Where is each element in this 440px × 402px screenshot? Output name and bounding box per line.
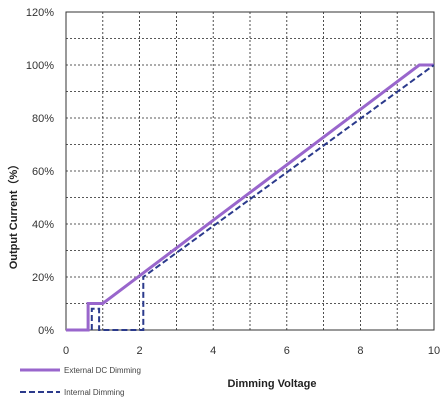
x-tick-label: 0 [63, 345, 69, 357]
plot-frame [65, 11, 435, 331]
y-tick-label: 20% [32, 272, 54, 284]
legend-label-internal: Internal Dimming [64, 388, 124, 397]
y-tick-label: 80% [32, 113, 54, 125]
y-tick-label: 0% [38, 325, 54, 337]
y-axis-title: Output Current（%） [7, 159, 20, 270]
x-tick-label: 10 [428, 345, 440, 357]
x-tick-label: 2 [137, 345, 143, 357]
y-tick-label: 60% [32, 166, 54, 178]
x-tick-label: 6 [284, 345, 290, 357]
y-tick-label: 100% [26, 60, 54, 72]
series-layer [66, 63, 435, 332]
y-tick-label: 40% [32, 219, 54, 231]
legend-label-external: External DC Dimming [64, 366, 141, 375]
y-tick-labels: 0% 20% 40% 60% 80% 100% 120% [26, 7, 54, 337]
series-line-internal [90, 64, 435, 331]
y-tick-label: 120% [26, 7, 54, 19]
x-tick-label: 8 [357, 345, 363, 357]
gridlines [66, 12, 434, 330]
x-axis-title: Dimming Voltage [227, 378, 316, 390]
x-tick-labels: 0 2 4 6 8 10 [63, 345, 440, 357]
legend: External DC Dimming Internal Dimming [20, 366, 141, 397]
series-line-external [66, 63, 434, 332]
x-tick-label: 4 [210, 345, 216, 357]
